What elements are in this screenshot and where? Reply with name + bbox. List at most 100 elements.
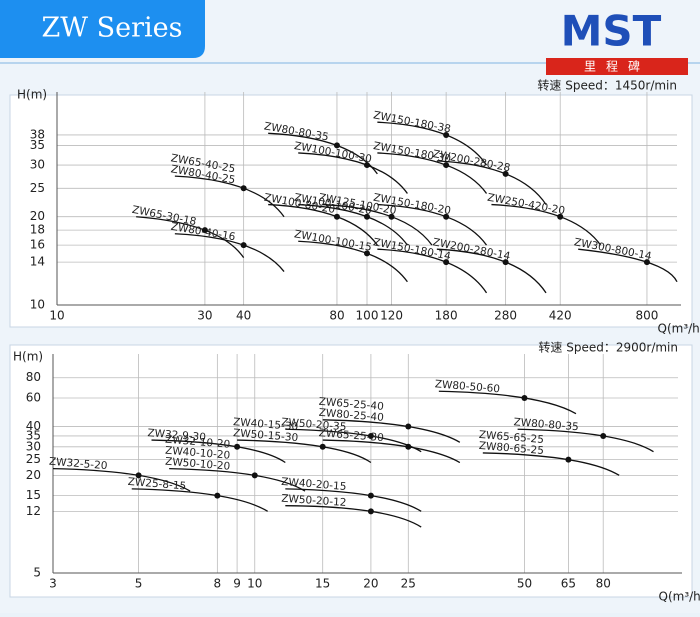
- curve-label: ZW80-65-25: [478, 440, 544, 457]
- rated-point: [443, 259, 450, 266]
- rated-point: [234, 443, 241, 450]
- rated-point: [367, 492, 374, 499]
- y-axis-label: H(m): [13, 350, 43, 364]
- y-tick-label: 14: [30, 255, 45, 269]
- curve-label: ZW32-10-20: [165, 434, 231, 451]
- curve-label: ZW65-25-30: [318, 427, 384, 444]
- curve-label: ZW50-10-20: [165, 456, 231, 473]
- chart-panel: [9, 344, 693, 598]
- curve-label: ZW80-80-35: [513, 416, 579, 433]
- rated-point: [364, 250, 370, 257]
- y-tick-label: 30: [30, 158, 45, 172]
- logo-bar: [546, 58, 688, 75]
- page-title: ZW Series: [42, 13, 183, 44]
- curve-label: ZW25-8-15: [127, 476, 186, 493]
- curve-label: ZW32-9-30: [147, 427, 206, 444]
- y-tick-label: 10: [30, 298, 45, 312]
- rated-point: [333, 142, 340, 149]
- y-tick-label: 40: [26, 419, 41, 433]
- rated-point: [364, 213, 370, 220]
- title-tab: [0, 0, 205, 58]
- y-tick-label: 12: [26, 504, 41, 518]
- y-axis-label: H(m): [17, 88, 47, 102]
- y-tick-label: 25: [30, 181, 45, 195]
- y-tick-label: 18: [30, 223, 45, 237]
- x-tick-label: 3: [49, 577, 57, 591]
- curve-label: ZW50-20-12: [281, 493, 347, 509]
- x-tick-label: 15: [315, 577, 330, 591]
- rated-point: [240, 185, 247, 192]
- rated-point: [557, 213, 564, 220]
- x-tick-label: 65: [561, 577, 576, 591]
- y-tick-label: 5: [33, 566, 41, 580]
- x-tick-label: 80: [596, 577, 611, 591]
- rated-point: [135, 472, 142, 479]
- y-tick-label: 16: [30, 238, 45, 252]
- x-tick-label: 25: [401, 577, 416, 591]
- x-tick-label: 10: [247, 577, 262, 591]
- x-tick-label: 30: [197, 309, 212, 323]
- y-tick-label: 15: [26, 488, 41, 502]
- rated-point: [214, 492, 221, 499]
- header-rule: [0, 62, 700, 64]
- y-tick-label: 35: [26, 428, 41, 442]
- y-tick-label: 30: [26, 439, 41, 453]
- rated-point: [643, 259, 650, 266]
- x-tick-label: 5: [135, 577, 143, 591]
- x-tick-label: 50: [517, 577, 532, 591]
- y-tick-label: 25: [26, 452, 41, 466]
- x-tick-label: 280: [494, 309, 517, 323]
- speed-label: 转速 Speed：2900r/min: [538, 340, 678, 355]
- x-tick-label: 100: [356, 309, 379, 323]
- rated-point: [502, 259, 509, 266]
- x-tick-label: 800: [636, 309, 659, 323]
- rated-point: [405, 443, 412, 450]
- curve-label: ZW32-5-20: [49, 456, 108, 473]
- curve-label: ZW40-10-20: [165, 445, 231, 462]
- y-tick-label: 20: [30, 209, 45, 223]
- x-axis-label: Q(m³/h): [659, 590, 700, 604]
- curve-label: ZW65-25-40: [318, 396, 384, 413]
- rated-point: [364, 162, 370, 169]
- x-tick-label: 120: [380, 309, 403, 323]
- y-tick-label: 20: [26, 468, 41, 482]
- y-tick-label: 38: [30, 127, 45, 141]
- rated-point: [388, 213, 395, 220]
- logo: MST: [561, 7, 662, 56]
- rated-point: [600, 432, 607, 439]
- logo-subtitle: 里程碑: [584, 59, 650, 74]
- curve-label: ZW50-15-30: [233, 427, 299, 444]
- x-tick-label: 180: [435, 309, 458, 323]
- rated-point: [333, 213, 340, 220]
- rated-point: [367, 432, 374, 439]
- speed-label: 转速 Speed：1450r/min: [537, 78, 677, 93]
- x-tick-label: 40: [236, 309, 251, 323]
- rated-point: [502, 170, 509, 177]
- rated-point: [443, 213, 450, 220]
- curve-label: ZW40-15-30: [233, 416, 299, 433]
- x-tick-label: 20: [363, 577, 378, 591]
- rated-point: [201, 227, 208, 234]
- rated-point: [367, 508, 374, 515]
- rated-point: [521, 394, 528, 401]
- rated-point: [443, 131, 450, 138]
- rated-point: [443, 162, 450, 169]
- curve-label: ZW40-20-15: [281, 476, 347, 493]
- rated-point: [319, 443, 326, 450]
- rated-point: [405, 423, 412, 430]
- x-tick-label: 9: [233, 577, 241, 591]
- x-tick-label: 8: [214, 577, 222, 591]
- curve-label: ZW80-25-40: [318, 407, 384, 424]
- chart-panel: [9, 94, 693, 328]
- rated-point: [251, 472, 258, 479]
- y-tick-label: 80: [26, 370, 41, 384]
- rated-point: [240, 242, 247, 249]
- y-tick-label: 60: [26, 390, 41, 404]
- curve-label: ZW80-50-60: [434, 378, 500, 395]
- x-tick-label: 420: [549, 309, 572, 323]
- x-axis-label: Q(m³/h): [658, 322, 700, 336]
- curve-label: ZW65-65-25: [478, 429, 544, 446]
- x-tick-label: 10: [49, 309, 64, 323]
